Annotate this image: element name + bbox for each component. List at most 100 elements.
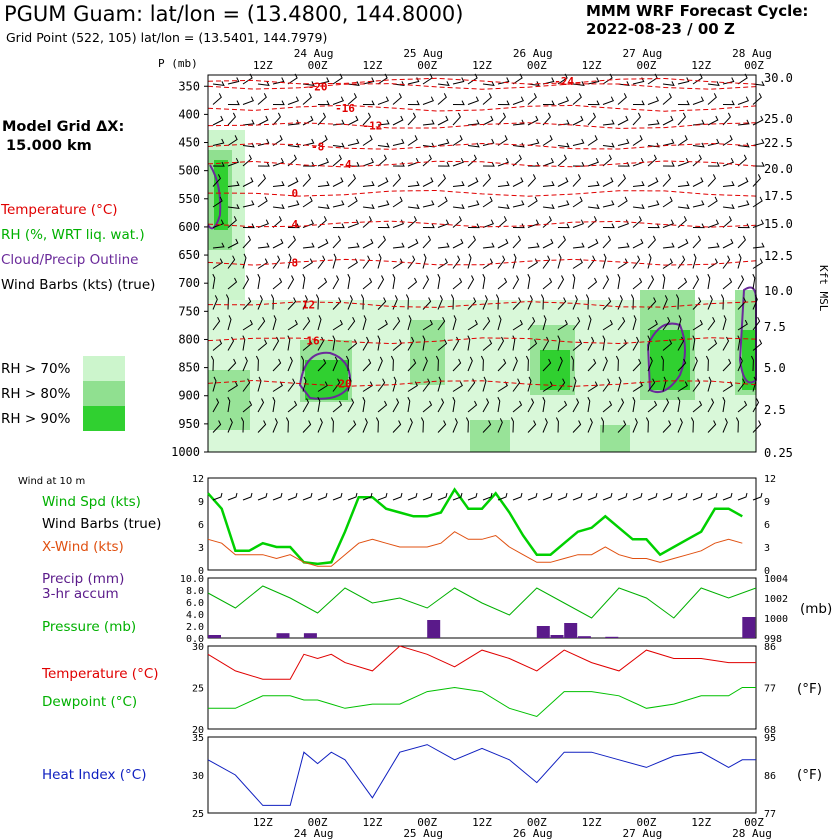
wind-barb bbox=[587, 418, 593, 433]
wind-barb bbox=[722, 396, 726, 413]
wind-barb bbox=[452, 157, 464, 167]
wind-barb bbox=[317, 336, 325, 351]
wind-barb bbox=[407, 418, 413, 433]
wind-barb bbox=[737, 119, 750, 126]
wind-barb bbox=[242, 96, 254, 105]
wind-barb bbox=[482, 273, 486, 290]
precip-bar bbox=[605, 636, 619, 638]
wind-barb bbox=[737, 235, 747, 249]
wind-barb bbox=[347, 81, 360, 87]
wind-barb bbox=[617, 81, 630, 87]
wind-barb bbox=[617, 196, 628, 208]
wind-barb bbox=[602, 200, 615, 208]
wind-barb bbox=[587, 204, 600, 210]
wind-barb bbox=[437, 174, 447, 187]
time-axis-bottom-date-label: 27 Aug bbox=[623, 827, 663, 840]
wind-barb bbox=[407, 336, 415, 351]
pressure-tick-label: 750 bbox=[178, 304, 200, 318]
surface-wind-barb bbox=[452, 492, 463, 501]
wind-barb bbox=[392, 115, 404, 126]
wind-barb bbox=[662, 295, 668, 310]
wind-barb bbox=[422, 119, 435, 126]
wind-barb bbox=[287, 235, 297, 249]
wind-barb bbox=[557, 253, 562, 269]
temp-y-label-f: 86 bbox=[764, 642, 776, 653]
wind-barb bbox=[317, 381, 328, 392]
wind-barb bbox=[692, 400, 703, 413]
wind-barb bbox=[482, 174, 492, 187]
wind-barb bbox=[527, 420, 537, 433]
wind-barb bbox=[542, 358, 552, 372]
pressure-tick-label: 1000 bbox=[171, 445, 200, 459]
wind-barb bbox=[272, 216, 282, 228]
wind-barb bbox=[662, 115, 674, 126]
wind-barb bbox=[557, 200, 570, 208]
wind-barb bbox=[647, 319, 658, 331]
wind-barb bbox=[497, 238, 509, 249]
label-dewpoint: Dewpoint (°C) bbox=[42, 694, 138, 710]
wind-barb bbox=[482, 339, 493, 351]
wind-barb bbox=[317, 238, 329, 249]
wind-barb bbox=[227, 336, 235, 351]
wind-barb bbox=[317, 135, 328, 146]
height-tick-label: 5.0 bbox=[764, 361, 786, 375]
wind-barb bbox=[287, 253, 292, 269]
wind-barb bbox=[737, 356, 743, 372]
wind-barb bbox=[300, 355, 304, 372]
wind-barb bbox=[617, 93, 627, 105]
label-temperature: Temperature (°C) bbox=[42, 666, 159, 682]
wind-barb bbox=[527, 196, 538, 208]
temperature-line bbox=[207, 645, 756, 680]
wind-barb bbox=[212, 81, 225, 87]
wind-barb bbox=[542, 204, 555, 210]
wind-barb bbox=[737, 142, 750, 148]
wind-barb bbox=[602, 177, 614, 187]
wind-barb bbox=[587, 216, 597, 228]
wind-barb bbox=[632, 112, 642, 126]
time-axis-bottom-tick-label: 00Z bbox=[527, 816, 547, 829]
time-axis-bottom-date-label: 28 Aug bbox=[732, 827, 772, 840]
isotherm-line bbox=[207, 122, 757, 129]
wind-barb bbox=[497, 315, 502, 331]
wind-barb bbox=[737, 275, 745, 290]
wind-barb bbox=[752, 273, 756, 290]
legend-rh: RH (%, WRT liq. wat.) bbox=[1, 227, 145, 243]
wind-barb bbox=[527, 273, 531, 290]
wind-barb bbox=[227, 396, 231, 413]
wind-barb bbox=[722, 418, 728, 433]
wind-barb bbox=[452, 77, 465, 85]
wind-barb bbox=[212, 242, 225, 249]
wind-barb bbox=[317, 112, 327, 126]
wind-barb bbox=[302, 258, 313, 269]
wind-barb bbox=[377, 200, 390, 208]
wind-barb bbox=[242, 297, 252, 310]
precip-bar bbox=[564, 623, 578, 638]
wind-barb bbox=[647, 235, 657, 249]
wind-barb bbox=[497, 77, 510, 85]
wind-barb bbox=[705, 355, 709, 372]
wind-barb bbox=[377, 253, 382, 269]
precip-bar bbox=[427, 620, 441, 638]
wind-barb bbox=[450, 294, 454, 310]
grid-point-subtitle: Grid Point (522, 105) lat/lon = (13.5401… bbox=[6, 30, 328, 45]
precip-bar bbox=[536, 626, 550, 638]
wind-barb bbox=[557, 297, 567, 310]
wind-barb bbox=[647, 378, 656, 392]
wind-barb bbox=[752, 316, 761, 331]
wind-barb bbox=[482, 138, 495, 146]
wind-barb bbox=[737, 177, 749, 187]
wind-barb bbox=[302, 174, 312, 187]
time-axis-top-tick-label: 12Z bbox=[472, 59, 492, 72]
wind-barb bbox=[362, 255, 371, 269]
wind-barb bbox=[227, 157, 239, 167]
heat-unit: (°F) bbox=[797, 767, 823, 783]
wind-barb bbox=[227, 204, 240, 210]
wind-barb bbox=[377, 96, 389, 105]
wind-barb bbox=[242, 378, 251, 392]
wind-barb bbox=[422, 335, 426, 351]
wind-barb bbox=[482, 398, 490, 413]
wind-barb bbox=[467, 235, 477, 249]
wind-barb bbox=[212, 161, 225, 167]
surface-wind-barb bbox=[482, 492, 493, 501]
wind-barb bbox=[255, 355, 259, 372]
